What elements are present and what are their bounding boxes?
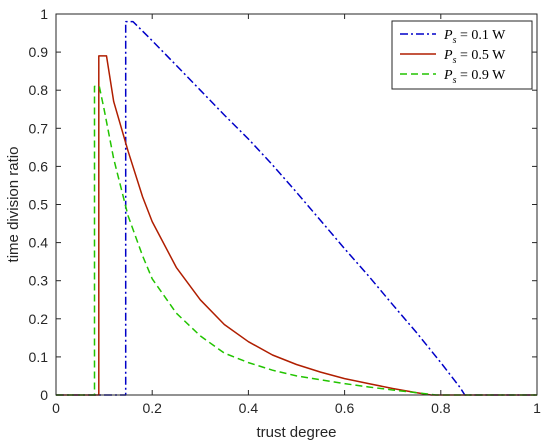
legend-subscript: s bbox=[453, 35, 457, 46]
tick-layer: 0 0.2 0.4 0.6 0.8 1 0 0.1 0.2 0.3 0.4 0.5 0.6 0.7 0.8 0… bbox=[29, 6, 542, 416]
y-tick-label: 0.7 bbox=[29, 120, 49, 136]
legend-rest: = 0.1 W bbox=[456, 28, 506, 43]
legend-label-1: Ps = 0.5 W bbox=[443, 48, 506, 66]
legend-var: P bbox=[443, 48, 453, 63]
y-tick-label: 0.2 bbox=[29, 311, 49, 327]
legend-subscript: s bbox=[453, 55, 457, 66]
y-tick-label: 0.8 bbox=[29, 82, 49, 98]
legend-label-0: Ps = 0.1 W bbox=[443, 28, 506, 46]
y-tick-label: 0.3 bbox=[29, 273, 49, 289]
x-tick-label: 0.6 bbox=[335, 400, 355, 416]
y-axis-title: time division ratio bbox=[5, 147, 22, 263]
x-tick-label: 0 bbox=[52, 400, 60, 416]
series-line-0 bbox=[56, 20, 537, 396]
legend-rest: = 0.9 W bbox=[456, 68, 506, 83]
y-tick-label: 0.4 bbox=[29, 235, 49, 251]
y-tick-label: 0.1 bbox=[29, 349, 49, 365]
y-tick-label: 1 bbox=[40, 6, 48, 22]
y-tick-label: 0.5 bbox=[29, 197, 49, 213]
legend-rest: = 0.5 W bbox=[456, 48, 506, 63]
x-tick-label: 1 bbox=[533, 400, 541, 416]
x-tick-label: 0.8 bbox=[431, 400, 451, 416]
x-tick-label: 0.2 bbox=[142, 400, 162, 416]
legend-box bbox=[391, 20, 533, 90]
legend-var: P bbox=[443, 68, 453, 83]
legend: Ps = 0.1 WPs = 0.5 WPs = 0.9 W bbox=[391, 20, 533, 90]
x-tick-label: 0.4 bbox=[239, 400, 259, 416]
legend-var: P bbox=[443, 28, 453, 43]
legend-label-2: Ps = 0.9 W bbox=[443, 68, 506, 86]
x-axis-title: trust degree bbox=[256, 424, 336, 441]
series-line-2 bbox=[56, 85, 537, 396]
series-layer bbox=[56, 20, 537, 396]
y-tick-label: 0 bbox=[40, 387, 48, 403]
y-tick-label: 0.9 bbox=[29, 44, 49, 60]
legend-subscript: s bbox=[453, 75, 457, 86]
series-line-1 bbox=[56, 55, 537, 396]
y-tick-label: 0.6 bbox=[29, 158, 49, 174]
